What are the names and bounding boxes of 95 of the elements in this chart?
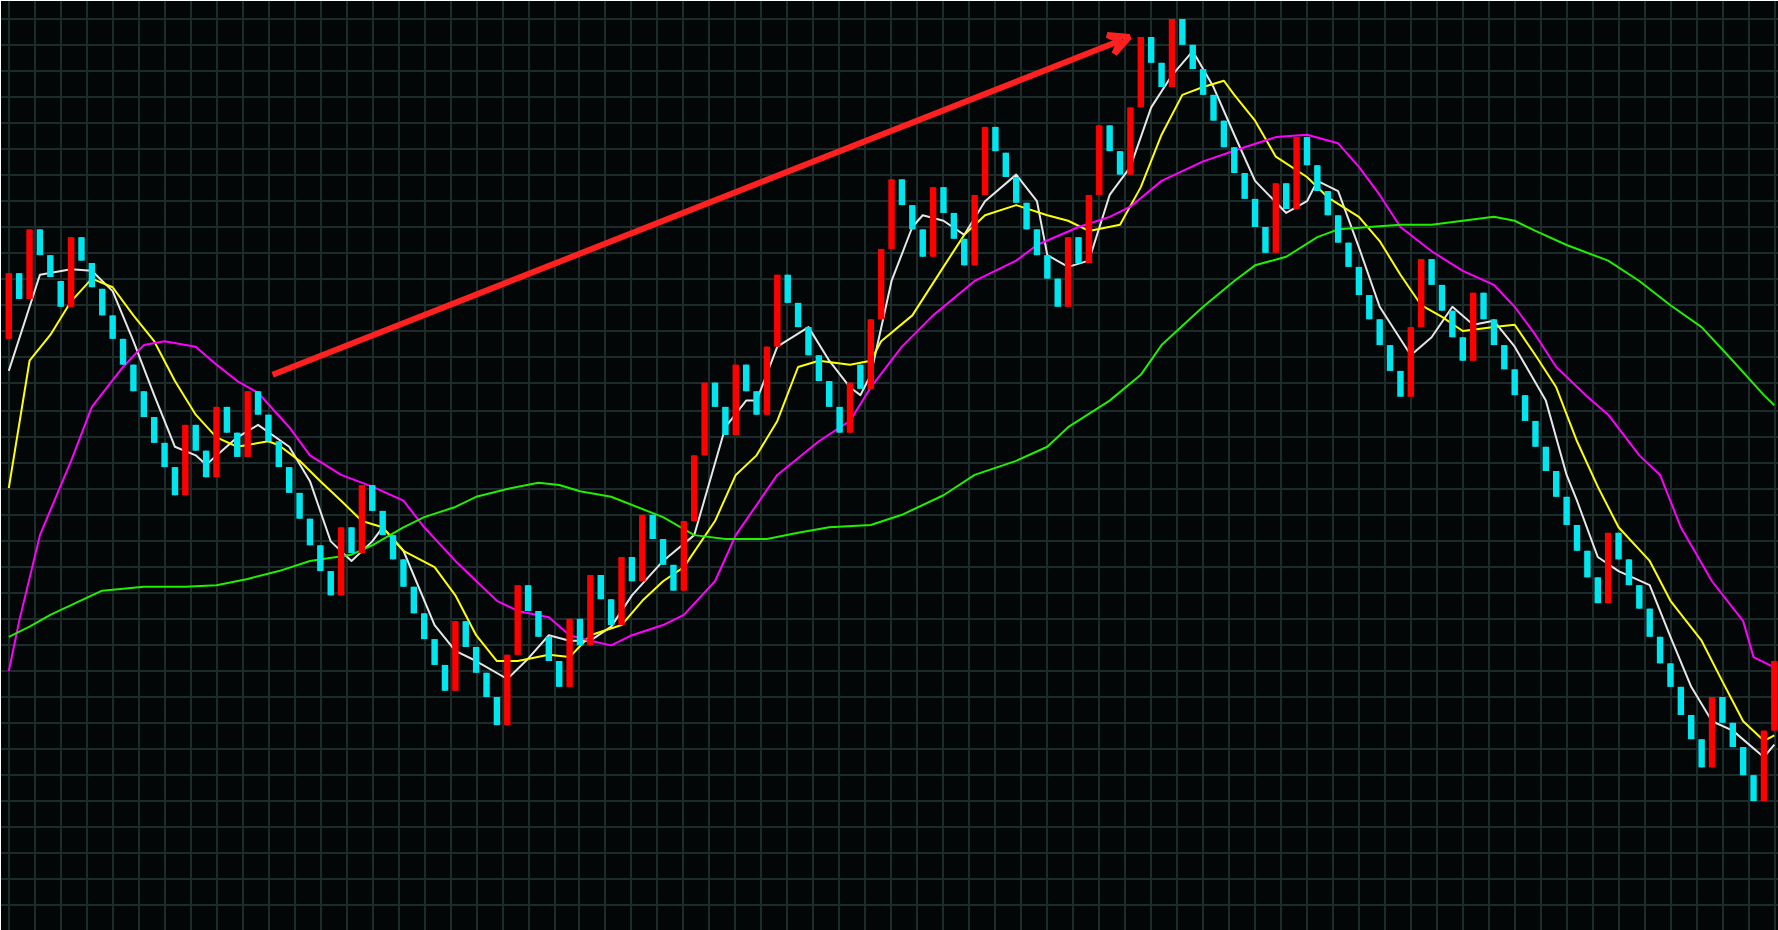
candlestick (1459, 336, 1466, 362)
candlestick (607, 598, 615, 627)
candlestick (1490, 318, 1498, 347)
candlestick (1033, 228, 1041, 257)
candlestick (109, 314, 116, 340)
candlestick (1553, 470, 1560, 498)
candlestick (400, 558, 407, 588)
candlestick (296, 491, 303, 520)
candlestick (898, 178, 906, 207)
candlestick (1594, 576, 1601, 605)
candlestick (317, 544, 324, 573)
candlestick (1501, 344, 1508, 371)
candlestick (597, 574, 604, 601)
candlestick (1750, 774, 1757, 802)
candlestick (1116, 150, 1124, 176)
candlestick (389, 534, 397, 561)
candlestick (420, 612, 428, 641)
candlestick (327, 570, 334, 597)
candlestick (950, 211, 958, 240)
candlestick (1438, 283, 1446, 312)
candlestick (1677, 685, 1685, 716)
candlestick (1521, 394, 1529, 422)
candlestick (1179, 18, 1186, 46)
candlestick (1262, 226, 1269, 254)
candlestick (556, 660, 563, 688)
candlestick (1625, 558, 1633, 587)
candlestick (1698, 738, 1705, 769)
candlestick (140, 390, 148, 419)
candlestick (1345, 241, 1352, 268)
candlestick (285, 466, 293, 494)
candlestick (1719, 695, 1726, 724)
candlestick (1428, 258, 1435, 286)
candlestick (1376, 318, 1383, 347)
candlestick (192, 423, 199, 452)
candlestick (1044, 254, 1051, 280)
candlestick (1324, 190, 1331, 217)
candlestick (1199, 68, 1207, 96)
candlestick (1646, 607, 1653, 638)
candlestick (1106, 124, 1113, 153)
candlestick (826, 380, 833, 408)
candlestick (472, 645, 480, 674)
candlestick (711, 381, 719, 408)
candlestick (223, 405, 231, 434)
candlestick (836, 405, 843, 434)
candlestick (275, 440, 283, 469)
candlestick (234, 431, 241, 458)
candlestick (150, 416, 158, 444)
candlestick (1366, 294, 1373, 321)
candlestick (1241, 172, 1248, 200)
candlestick (659, 538, 667, 566)
candlestick (1314, 164, 1321, 193)
candlestick (462, 620, 469, 648)
candlestick (119, 337, 127, 366)
candlestick (524, 584, 532, 612)
candlestick (940, 186, 947, 214)
candlestick (36, 228, 44, 257)
candlestick (753, 390, 760, 416)
candlestick (431, 638, 438, 666)
candlestick (1532, 419, 1539, 448)
candlestick (1739, 746, 1747, 777)
candlestick (78, 236, 85, 262)
candlestick (1386, 344, 1394, 372)
candlestick (535, 609, 542, 638)
candlestick (483, 671, 490, 698)
candlestick (171, 466, 179, 497)
candlestick (1075, 236, 1082, 264)
candlestick (369, 484, 376, 512)
candlestick (254, 390, 262, 416)
candlestick (857, 363, 864, 390)
candlestick (15, 272, 23, 300)
candlestick (441, 663, 449, 692)
candlestick (1147, 35, 1155, 64)
candlestick (815, 354, 823, 383)
candlestick (1282, 182, 1290, 211)
candlestick (57, 279, 64, 308)
candlestick (1563, 495, 1570, 526)
candlestick (919, 228, 926, 258)
candlestick (1511, 368, 1518, 397)
candlestick (1334, 214, 1342, 244)
candlestick (909, 204, 916, 231)
candlestick (628, 556, 636, 583)
candlestick (1636, 584, 1643, 610)
candlestick (1231, 146, 1238, 175)
candlestick (1002, 151, 1010, 178)
candlestick (1012, 175, 1020, 204)
candlestick (1667, 662, 1674, 688)
candlestick (805, 326, 812, 357)
candlestick (1303, 136, 1311, 167)
candlestick (784, 273, 791, 304)
candlestick (1397, 369, 1404, 398)
candlestick (1573, 523, 1581, 552)
candlestick (348, 526, 355, 555)
candlestick (670, 563, 677, 592)
candlestick (1210, 93, 1217, 122)
candlestick (1054, 277, 1061, 308)
